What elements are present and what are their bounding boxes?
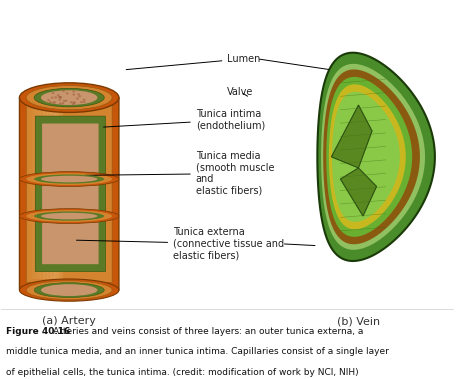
Ellipse shape xyxy=(41,284,98,296)
Text: Tunica intima
(endothelium): Tunica intima (endothelium) xyxy=(104,109,265,131)
Circle shape xyxy=(73,102,75,103)
Polygon shape xyxy=(321,64,425,250)
Ellipse shape xyxy=(26,210,112,222)
Circle shape xyxy=(52,102,55,104)
Ellipse shape xyxy=(26,281,112,299)
Circle shape xyxy=(73,94,75,96)
FancyBboxPatch shape xyxy=(35,116,105,272)
Circle shape xyxy=(76,97,79,100)
Circle shape xyxy=(73,102,76,104)
Circle shape xyxy=(58,99,61,101)
Circle shape xyxy=(54,101,56,103)
FancyBboxPatch shape xyxy=(43,109,52,279)
Circle shape xyxy=(52,92,55,94)
Circle shape xyxy=(70,101,73,103)
Circle shape xyxy=(47,99,50,101)
Circle shape xyxy=(59,96,62,99)
Text: Valve: Valve xyxy=(228,87,254,97)
Circle shape xyxy=(62,102,64,105)
FancyBboxPatch shape xyxy=(19,98,119,290)
Ellipse shape xyxy=(41,90,98,105)
Circle shape xyxy=(65,100,67,102)
Circle shape xyxy=(72,103,75,105)
Polygon shape xyxy=(332,92,400,222)
FancyBboxPatch shape xyxy=(50,109,59,279)
Ellipse shape xyxy=(34,174,104,184)
Polygon shape xyxy=(326,77,412,237)
Ellipse shape xyxy=(41,213,98,219)
Circle shape xyxy=(54,96,57,99)
FancyBboxPatch shape xyxy=(46,109,55,279)
Ellipse shape xyxy=(26,86,112,110)
FancyBboxPatch shape xyxy=(54,109,63,279)
FancyBboxPatch shape xyxy=(26,105,112,283)
Polygon shape xyxy=(331,105,372,168)
Ellipse shape xyxy=(34,211,104,221)
Text: Arteries and veins consist of three layers: an outer tunica externa, a: Arteries and veins consist of three laye… xyxy=(54,327,364,336)
FancyBboxPatch shape xyxy=(32,109,41,279)
Circle shape xyxy=(63,100,65,102)
Circle shape xyxy=(57,94,60,96)
Text: Figure 40.16: Figure 40.16 xyxy=(6,327,73,336)
FancyBboxPatch shape xyxy=(42,124,99,264)
Polygon shape xyxy=(318,53,435,261)
Text: Tunica media
(smooth muscle
and
elastic fibers): Tunica media (smooth muscle and elastic … xyxy=(85,151,274,196)
Circle shape xyxy=(59,102,62,105)
Polygon shape xyxy=(340,168,376,216)
Ellipse shape xyxy=(26,173,112,185)
Text: (a) Artery: (a) Artery xyxy=(42,316,96,326)
Text: of epithelial cells, the tunica intima. (credit: modification of work by NCI, NI: of epithelial cells, the tunica intima. … xyxy=(6,368,358,377)
Ellipse shape xyxy=(34,88,104,107)
Polygon shape xyxy=(329,84,406,229)
Circle shape xyxy=(49,101,52,103)
Circle shape xyxy=(66,92,69,94)
FancyBboxPatch shape xyxy=(36,109,45,279)
Circle shape xyxy=(59,96,62,99)
FancyBboxPatch shape xyxy=(39,109,48,279)
Ellipse shape xyxy=(19,279,119,301)
Ellipse shape xyxy=(19,83,119,113)
Circle shape xyxy=(80,101,83,103)
Circle shape xyxy=(83,101,86,103)
Text: middle tunica media, and an inner tunica intima. Capillaries consist of a single: middle tunica media, and an inner tunica… xyxy=(6,348,389,357)
Circle shape xyxy=(82,99,85,101)
Circle shape xyxy=(51,97,54,99)
Circle shape xyxy=(77,93,80,96)
FancyBboxPatch shape xyxy=(28,109,37,279)
Ellipse shape xyxy=(41,176,98,182)
Circle shape xyxy=(58,96,61,98)
Circle shape xyxy=(72,90,75,92)
Text: Tunica externa
(connective tissue and
elastic fibers): Tunica externa (connective tissue and el… xyxy=(76,227,284,260)
Ellipse shape xyxy=(19,209,119,224)
Circle shape xyxy=(78,95,81,97)
Text: Lumen: Lumen xyxy=(126,54,261,70)
Ellipse shape xyxy=(19,172,119,186)
Polygon shape xyxy=(323,69,420,244)
Circle shape xyxy=(62,90,65,92)
Ellipse shape xyxy=(34,283,104,298)
Text: (b) Vein: (b) Vein xyxy=(337,316,380,326)
